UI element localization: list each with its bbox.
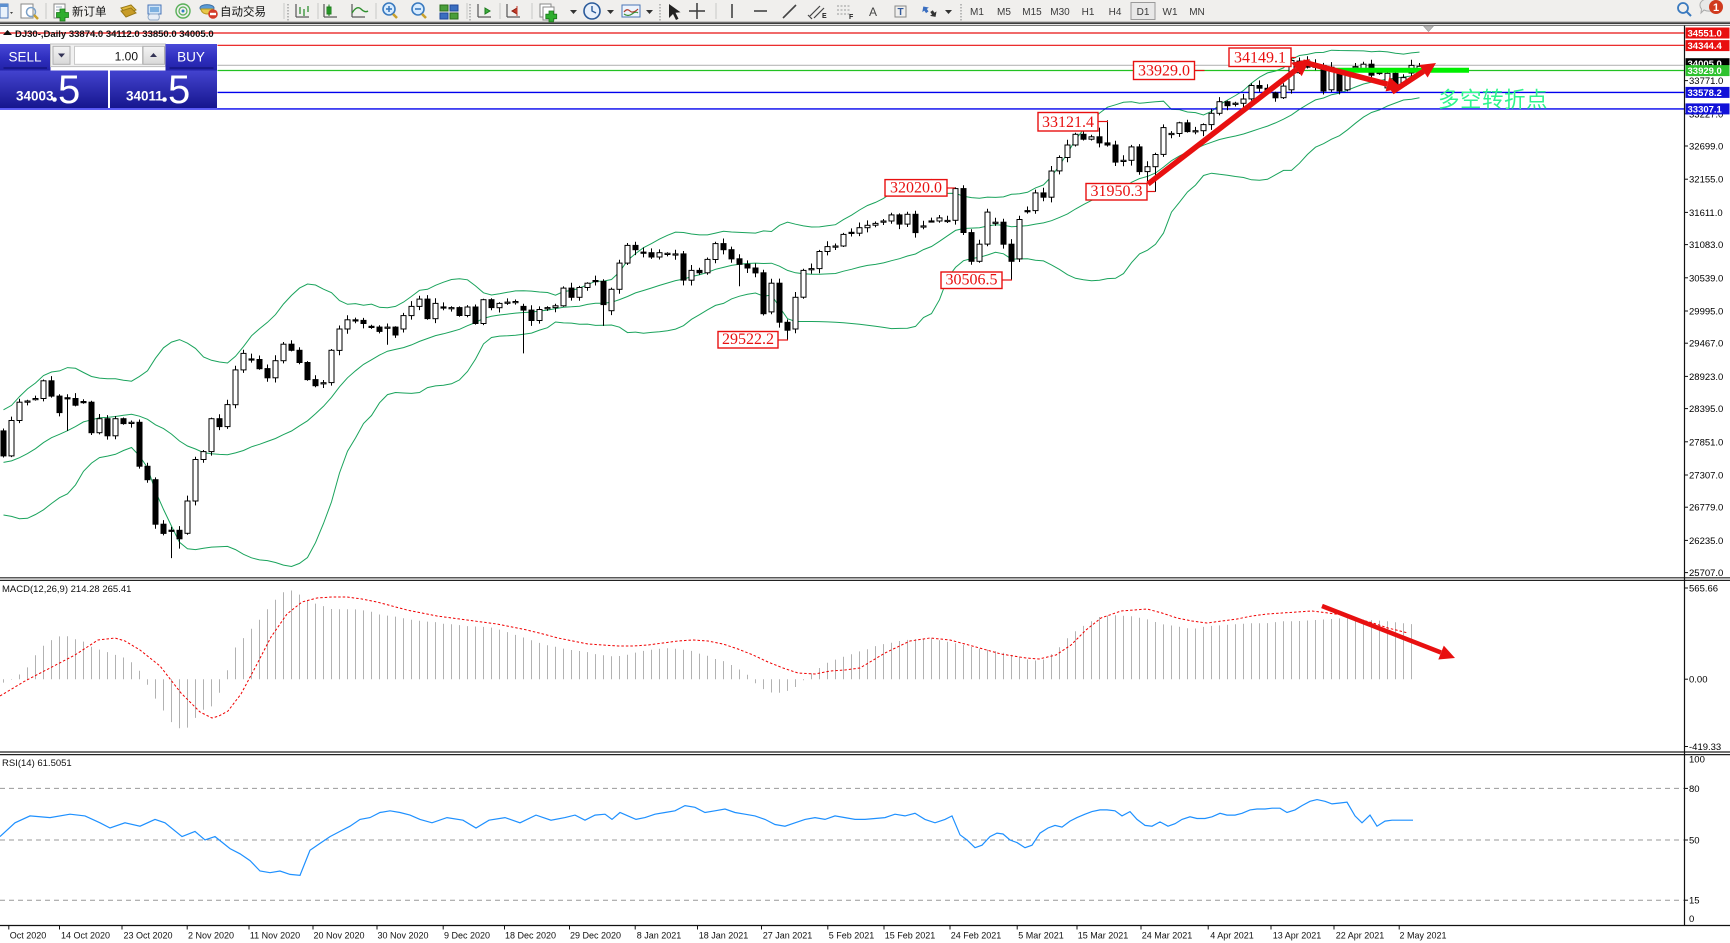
svg-text:5 Mar 2021: 5 Mar 2021 xyxy=(1018,931,1064,941)
svg-text:SELL: SELL xyxy=(8,50,42,65)
svg-text:31083.0: 31083.0 xyxy=(1689,240,1723,251)
svg-text:1.00: 1.00 xyxy=(115,50,139,64)
svg-text:27 Jan 2021: 27 Jan 2021 xyxy=(763,931,813,941)
svg-text:1: 1 xyxy=(1713,2,1719,14)
svg-text:27851.0: 27851.0 xyxy=(1689,437,1723,448)
svg-text:MACD(12,26,9) 214.28 265.41: MACD(12,26,9) 214.28 265.41 xyxy=(2,584,131,595)
svg-text:30539.0: 30539.0 xyxy=(1689,273,1723,284)
svg-text:自动交易: 自动交易 xyxy=(220,5,266,19)
svg-text:MN: MN xyxy=(1189,7,1205,18)
svg-text:M30: M30 xyxy=(1050,7,1070,18)
svg-text:20 Nov 2020: 20 Nov 2020 xyxy=(313,931,364,941)
svg-text:50: 50 xyxy=(1689,836,1700,847)
svg-text:33771.0: 33771.0 xyxy=(1689,76,1723,87)
svg-text:M1: M1 xyxy=(970,7,984,18)
svg-text:H4: H4 xyxy=(1109,7,1122,18)
svg-text:5 Feb 2021: 5 Feb 2021 xyxy=(829,931,875,941)
svg-text:E: E xyxy=(822,13,827,20)
svg-text:29995.0: 29995.0 xyxy=(1689,307,1723,318)
svg-text:33227.0: 33227.0 xyxy=(1689,109,1723,120)
svg-text:BUY: BUY xyxy=(177,50,205,65)
svg-text:80: 80 xyxy=(1689,784,1700,795)
svg-text:M5: M5 xyxy=(997,7,1011,18)
svg-text:29522.2: 29522.2 xyxy=(722,331,774,348)
svg-text:34005.0: 34005.0 xyxy=(1688,59,1722,70)
svg-text:34003: 34003 xyxy=(16,89,54,104)
svg-text:29 Dec 2020: 29 Dec 2020 xyxy=(570,931,621,941)
svg-text:14 Oct 2020: 14 Oct 2020 xyxy=(61,931,110,941)
svg-text:34344.4: 34344.4 xyxy=(1688,41,1723,52)
svg-text:H1: H1 xyxy=(1082,7,1095,18)
svg-text:13 Apr 2021: 13 Apr 2021 xyxy=(1273,931,1322,941)
svg-text:33121.4: 33121.4 xyxy=(1042,114,1094,131)
svg-text:33929.0: 33929.0 xyxy=(1138,63,1190,80)
svg-text:24 Feb 2021: 24 Feb 2021 xyxy=(951,931,1002,941)
svg-text:26235.0: 26235.0 xyxy=(1689,536,1723,547)
svg-text:29467.0: 29467.0 xyxy=(1689,339,1723,350)
svg-text:18 Dec 2020: 18 Dec 2020 xyxy=(505,931,556,941)
svg-text:33929.0: 33929.0 xyxy=(1688,66,1722,77)
svg-text:Oct 2020: Oct 2020 xyxy=(10,931,47,941)
svg-text:5: 5 xyxy=(168,68,190,112)
svg-text:28923.0: 28923.0 xyxy=(1689,372,1723,383)
svg-text:28395.0: 28395.0 xyxy=(1689,404,1723,415)
svg-text:32020.0: 32020.0 xyxy=(890,179,942,196)
svg-text:多空转折点: 多空转折点 xyxy=(1438,88,1548,112)
svg-text:31950.3: 31950.3 xyxy=(1091,183,1143,200)
svg-text:565.66: 565.66 xyxy=(1689,584,1718,595)
svg-text:100: 100 xyxy=(1689,755,1705,766)
svg-text:M15: M15 xyxy=(1022,7,1042,18)
svg-text:34011: 34011 xyxy=(126,89,163,104)
svg-text:23 Oct 2020: 23 Oct 2020 xyxy=(123,931,172,941)
svg-text:18 Jan 2021: 18 Jan 2021 xyxy=(699,931,749,941)
svg-text:D1: D1 xyxy=(1137,7,1150,18)
svg-text:15 Mar 2021: 15 Mar 2021 xyxy=(1078,931,1129,941)
svg-text:33578.2: 33578.2 xyxy=(1688,88,1722,99)
svg-text:-419.33: -419.33 xyxy=(1689,742,1721,753)
svg-text:RSI(14) 61.5051: RSI(14) 61.5051 xyxy=(2,758,72,769)
svg-text:15: 15 xyxy=(1689,896,1700,907)
svg-text:F: F xyxy=(849,14,854,21)
svg-text:0: 0 xyxy=(1689,914,1694,925)
svg-text:31611.0: 31611.0 xyxy=(1689,208,1723,219)
svg-text:34149.1: 34149.1 xyxy=(1234,50,1286,67)
svg-text:32155.0: 32155.0 xyxy=(1689,175,1723,186)
svg-text:27307.0: 27307.0 xyxy=(1689,471,1723,482)
svg-text:5: 5 xyxy=(58,68,80,112)
svg-text:4 Apr 2021: 4 Apr 2021 xyxy=(1210,931,1254,941)
svg-text:22 Apr 2021: 22 Apr 2021 xyxy=(1336,931,1385,941)
svg-text:26779.0: 26779.0 xyxy=(1689,503,1723,514)
svg-text:11 Nov 2020: 11 Nov 2020 xyxy=(250,931,300,941)
svg-text:32699.0: 32699.0 xyxy=(1689,142,1723,153)
svg-text:2 Nov 2020: 2 Nov 2020 xyxy=(188,931,234,941)
svg-text:W1: W1 xyxy=(1163,7,1178,18)
svg-text:2 May 2021: 2 May 2021 xyxy=(1399,931,1446,941)
svg-text:33307.1: 33307.1 xyxy=(1688,104,1723,115)
svg-text:34551.0: 34551.0 xyxy=(1688,29,1722,40)
svg-text:30 Nov 2020: 30 Nov 2020 xyxy=(377,931,428,941)
svg-text:8 Jan 2021: 8 Jan 2021 xyxy=(637,931,682,941)
svg-text:0.00: 0.00 xyxy=(1689,675,1708,686)
svg-text:DJ30-,Daily 33874.0 34112.0 3: DJ30-,Daily 33874.0 34112.0 33850.0 3400… xyxy=(15,29,214,40)
svg-text:15 Feb 2021: 15 Feb 2021 xyxy=(885,931,936,941)
svg-text:A: A xyxy=(869,5,877,19)
svg-text:25707.0: 25707.0 xyxy=(1689,568,1723,579)
svg-text:9 Dec 2020: 9 Dec 2020 xyxy=(444,931,490,941)
svg-text:新订单: 新订单 xyxy=(72,5,107,19)
svg-text:24 Mar 2021: 24 Mar 2021 xyxy=(1142,931,1193,941)
svg-text:30506.5: 30506.5 xyxy=(946,272,998,289)
svg-text:T: T xyxy=(898,7,904,18)
